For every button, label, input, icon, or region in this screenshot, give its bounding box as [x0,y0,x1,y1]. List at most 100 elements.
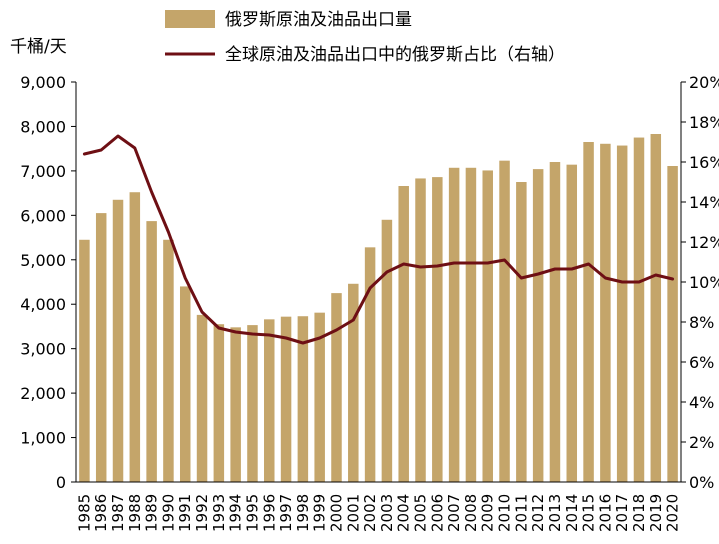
bar [146,221,157,482]
x-tick-label: 2008 [462,494,480,532]
bar [583,142,594,482]
x-tick-label: 2011 [512,494,530,532]
x-tick-label: 1995 [243,494,261,532]
x-tick-label: 2005 [412,494,430,532]
bar [247,325,258,482]
bar [179,286,191,482]
x-tick-label: 1988 [126,494,144,532]
bar [95,213,107,482]
line-series [82,134,675,345]
x-tick-label: 2017 [613,494,631,532]
bar [532,169,544,482]
x-tick-label: 1994 [227,494,245,532]
x-tick-label: 2019 [647,494,665,532]
bar [79,239,90,482]
bar [398,186,409,482]
left-tick-label: 2,000 [20,384,66,403]
right-tick-label: 0% [689,473,714,492]
bar [499,160,510,482]
right-tick-label: 12% [689,233,719,252]
right-tick-label: 18% [689,113,719,132]
bar [448,167,460,482]
x-tick-label: 1986 [92,494,110,532]
bar [230,327,241,482]
right-axis-ticks: 0% 2% 4% 6% 8% 10% 12% 14% 16% 18% 20% [681,73,719,492]
x-tick-label: 2012 [529,494,547,532]
right-tick-label: 14% [689,193,719,212]
bar [650,134,662,482]
bar-series [79,134,678,483]
bar [348,283,359,482]
bar [381,219,393,482]
left-tick-label: 7,000 [20,162,66,181]
bar [112,199,124,482]
left-tick-label: 1,000 [20,429,66,448]
legend-label-bar: 俄罗斯原油及油品出口量 [225,10,412,30]
bar [163,239,174,482]
x-tick-label: 1993 [210,494,228,532]
x-tick-label: 1992 [193,494,211,532]
left-tick-label: 0 [56,473,66,492]
bar [280,316,292,482]
x-tick-label: 1996 [260,494,278,532]
x-tick-label: 1989 [143,494,161,532]
bar [297,316,309,482]
bar [432,177,443,482]
x-tick-label: 1997 [277,494,295,532]
x-tick-label: 2000 [327,494,345,532]
left-tick-label: 3,000 [20,340,66,359]
x-tick-label: 2007 [445,494,463,532]
x-tick-label: 2009 [479,494,497,532]
x-tick-label: 2018 [630,494,648,532]
x-tick-label: 2015 [580,494,598,532]
share-line [82,134,675,345]
bar [566,164,578,482]
bar [465,167,477,482]
right-tick-label: 20% [689,73,719,92]
x-tick-label: 2006 [428,494,446,532]
x-tick-label: 1999 [311,494,329,532]
right-tick-label: 6% [689,353,714,372]
right-tick-label: 4% [689,393,714,412]
left-tick-label: 9,000 [20,73,66,92]
x-tick-label: 2003 [378,494,396,532]
x-tick-label: 2004 [395,494,413,532]
bar [516,182,527,482]
bar [667,166,678,482]
legend-label-line: 全球原油及油品出口中的俄罗斯占比（右轴） [225,45,565,65]
x-tick-label: 1990 [159,494,177,532]
left-tick-label: 5,000 [20,251,66,270]
bar [415,178,426,482]
x-tick-label: 2014 [563,494,581,532]
x-tick-label: 2016 [596,494,614,532]
x-tick-label: 2002 [361,494,379,532]
bar [331,293,342,482]
x-tick-label: 1998 [294,494,312,532]
bar [482,170,493,482]
x-tick-label: 2020 [664,494,682,532]
x-tick-label: 1985 [75,494,93,532]
right-tick-label: 16% [689,153,719,172]
x-tick-label: 1987 [109,494,127,532]
right-tick-label: 2% [689,433,714,452]
bar [129,192,141,482]
bar [633,137,645,483]
left-tick-label: 6,000 [20,206,66,225]
right-tick-label: 8% [689,313,714,332]
left-axis-ticks: 0 1,000 2,000 3,000 4,000 5,000 6,000 7,000 8,00… [20,73,76,492]
x-axis-ticks: 1985198619871988198919901991199219931994… [75,494,681,532]
right-tick-label: 10% [689,273,719,292]
bar [314,312,325,482]
x-tick-label: 2013 [546,494,564,532]
legend-swatch-bar [165,10,215,28]
x-tick-label: 1991 [176,494,194,532]
bar [213,324,225,482]
bar [549,162,561,482]
bar [196,314,208,482]
left-tick-label: 8,000 [20,117,66,136]
bar [264,319,275,482]
left-tick-label: 4,000 [20,295,66,314]
bar [600,143,611,482]
x-tick-label: 2010 [496,494,514,532]
